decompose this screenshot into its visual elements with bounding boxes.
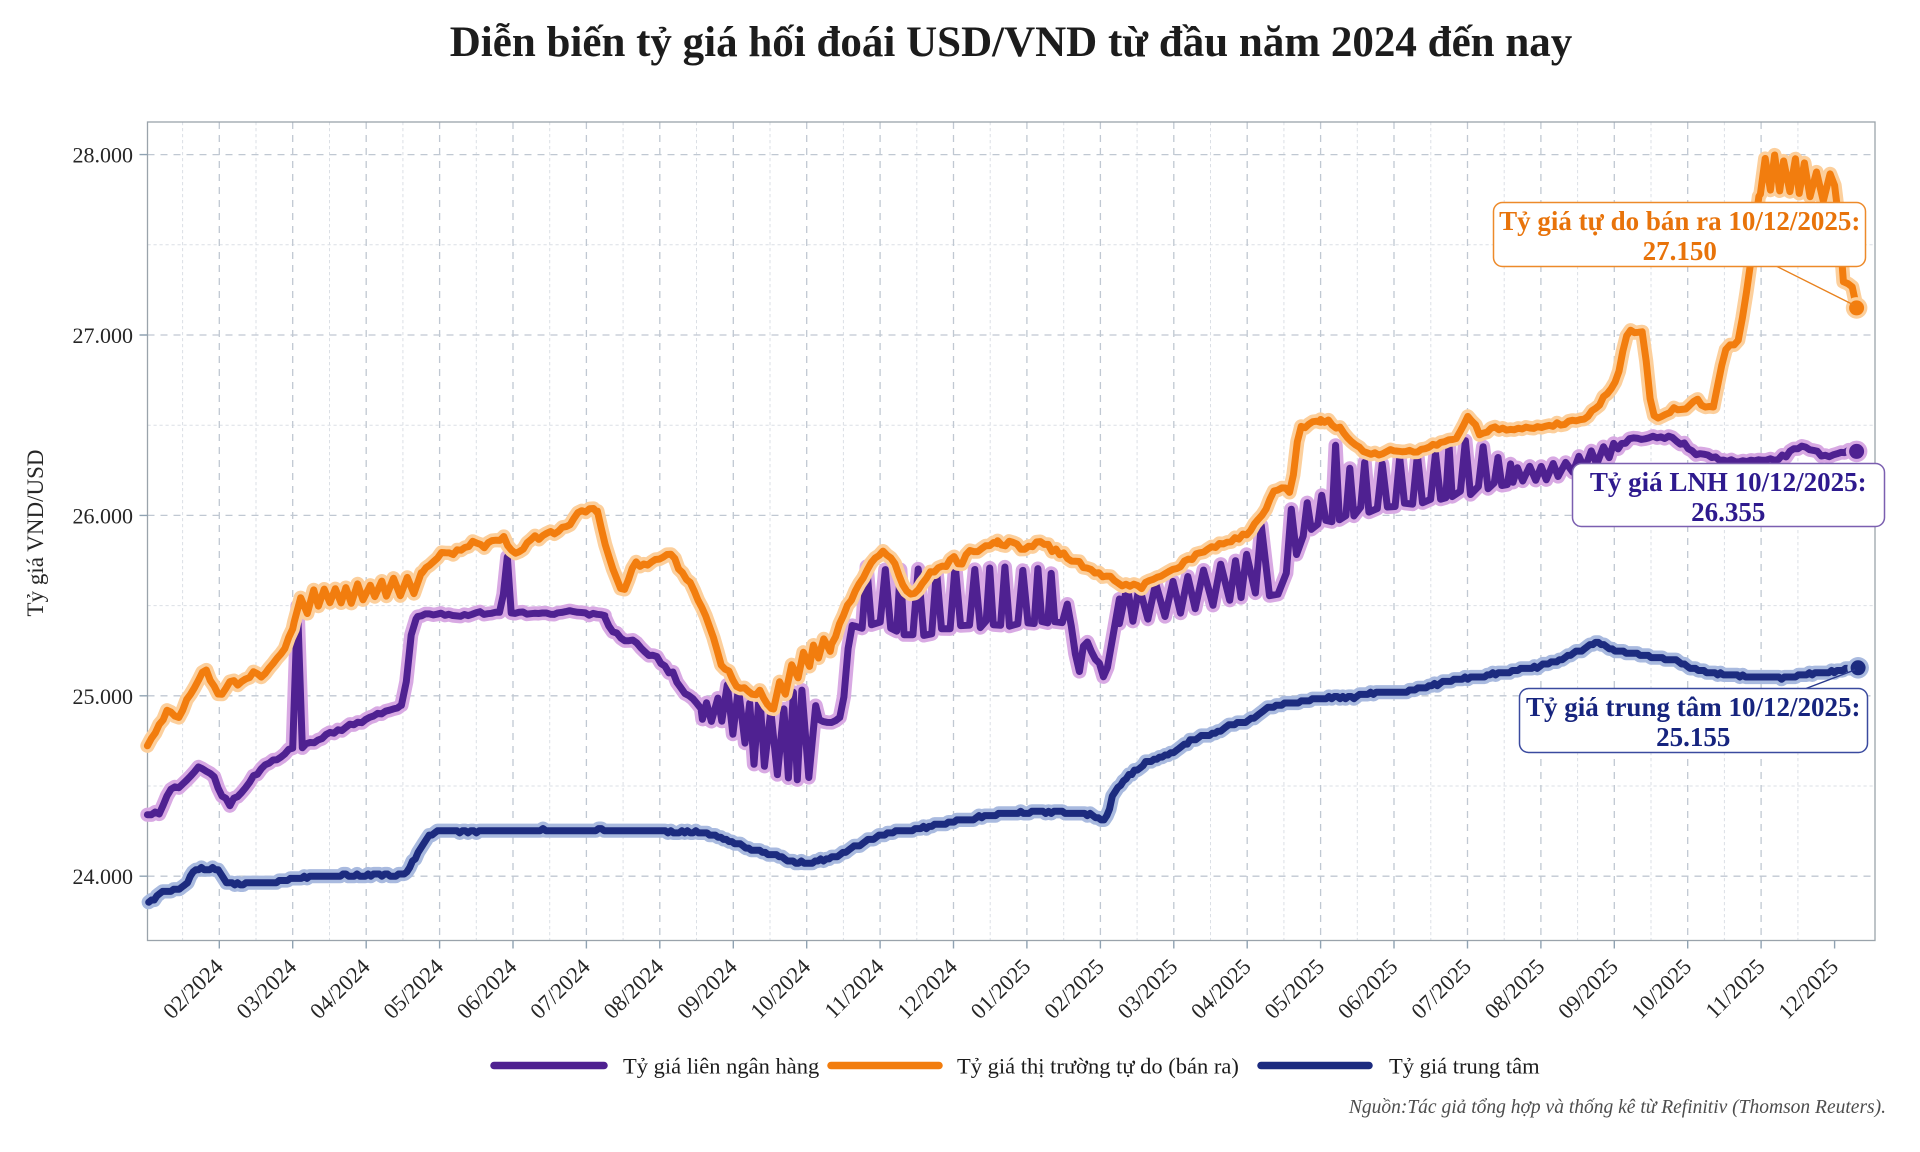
svg-text:25.000: 25.000 bbox=[73, 684, 134, 709]
svg-text:Tỷ giá tự do bán ra 10/12/2025: Tỷ giá tự do bán ra 10/12/2025: bbox=[1499, 206, 1860, 236]
svg-text:Nguồn:Tác giả tổng hợp và thốn: Nguồn:Tác giả tổng hợp và thống kê từ Re… bbox=[1348, 1097, 1886, 1118]
svg-text:Tỷ giá LNH 10/12/2025:: Tỷ giá LNH 10/12/2025: bbox=[1590, 467, 1867, 497]
svg-text:27.000: 27.000 bbox=[73, 323, 134, 348]
svg-text:25.155: 25.155 bbox=[1656, 722, 1730, 752]
svg-text:Tỷ giá liên ngân hàng: Tỷ giá liên ngân hàng bbox=[623, 1054, 819, 1079]
svg-text:28.000: 28.000 bbox=[73, 143, 134, 168]
svg-text:24.000: 24.000 bbox=[73, 864, 134, 889]
svg-text:Diễn biến tỷ giá hối đoái USD/: Diễn biến tỷ giá hối đoái USD/VND từ đầu… bbox=[450, 19, 1573, 66]
svg-text:26.355: 26.355 bbox=[1691, 497, 1765, 527]
svg-text:Tỷ giá trung tâm: Tỷ giá trung tâm bbox=[1389, 1054, 1540, 1079]
svg-text:Tỷ giá VND/USD: Tỷ giá VND/USD bbox=[23, 450, 48, 617]
svg-text:26.000: 26.000 bbox=[73, 503, 134, 528]
svg-text:27.150: 27.150 bbox=[1643, 236, 1717, 266]
svg-text:Tỷ giá trung tâm 10/12/2025:: Tỷ giá trung tâm 10/12/2025: bbox=[1526, 692, 1861, 722]
svg-text:Tỷ giá thị trường tự do (bán r: Tỷ giá thị trường tự do (bán ra) bbox=[957, 1054, 1239, 1079]
